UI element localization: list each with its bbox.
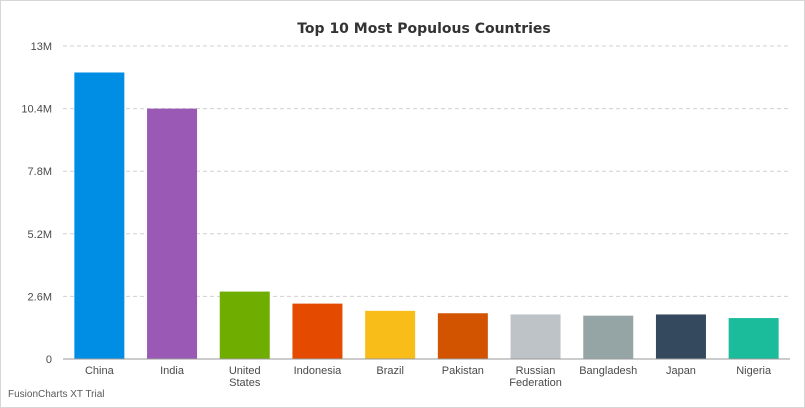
bar[interactable] — [365, 310, 416, 359]
bar[interactable] — [292, 303, 343, 359]
bar[interactable] — [510, 314, 561, 359]
x-axis-labels: China India United States Indonesia Brazil Pak… — [85, 365, 772, 389]
x-tick-label: Bangladesh — [579, 365, 637, 377]
x-tick-label: China — [85, 365, 115, 377]
x-tick-label: Pakistan — [442, 365, 484, 377]
x-tick-label: Brazil — [376, 365, 404, 377]
y-tick-label: 2.6M — [28, 291, 52, 303]
bar[interactable] — [583, 315, 634, 359]
y-tick-label: 10.4M — [21, 104, 52, 116]
bar[interactable] — [655, 314, 706, 359]
x-tick-label: Japan — [666, 365, 696, 377]
bar[interactable] — [74, 72, 125, 359]
x-tick-label: Nigeria — [736, 365, 772, 377]
bar[interactable] — [147, 108, 198, 359]
y-tick-label: 5.2M — [28, 229, 52, 241]
x-tick-label: United States — [229, 365, 261, 389]
y-tick-label: 0 — [46, 354, 52, 366]
bar[interactable] — [219, 291, 270, 359]
y-tick-label: 13M — [31, 41, 52, 53]
chart-title: Top 10 Most Populous Countries — [297, 21, 551, 37]
x-tick-label: India — [160, 365, 185, 377]
x-tick-label: Indonesia — [294, 365, 343, 377]
x-tick-label: Russian Federation — [509, 365, 562, 389]
bar[interactable] — [728, 318, 779, 359]
credit-text: FusionCharts XT Trial — [8, 389, 105, 400]
y-tick-label: 7.8M — [28, 166, 52, 178]
y-axis-ticks: 0 2.6M 5.2M 7.8M 10.4M 13M — [21, 41, 52, 366]
bars — [74, 72, 779, 359]
bar[interactable] — [437, 313, 488, 359]
